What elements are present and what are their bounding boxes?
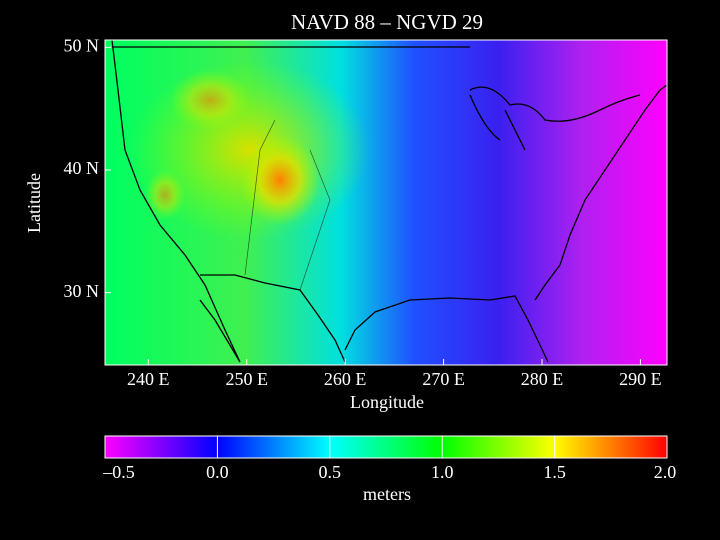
colorbar-tick-label: 2.0 [654,462,677,482]
x-tick-label: 270 E [422,369,465,389]
chart-title: NAVD 88 – NGVD 29 [291,10,483,34]
x-tick-label: 250 E [225,369,268,389]
colorbar-tick-label: 1.0 [431,462,454,482]
x-tick-label: 240 E [127,369,170,389]
colorbar-tick-label: 1.5 [543,462,566,482]
map-field [104,39,668,366]
y-tick-label: 50 N [64,35,100,55]
x-axis-label: Longitude [350,392,424,412]
x-tick-label: 290 E [619,369,662,389]
colorbar-tick-label: –0.5 [102,462,135,482]
colorbar-tick-label: 0.5 [319,462,342,482]
colorbar [104,435,668,459]
y-tick-label: 40 N [64,158,100,178]
x-tick-label: 260 E [324,369,367,389]
x-tick-label: 280 E [521,369,564,389]
y-tick-label: 30 N [64,281,100,301]
y-axis-label: Latitude [24,173,44,233]
colorbar-label: meters [363,484,411,504]
colorbar-tick-label: 0.0 [206,462,229,482]
